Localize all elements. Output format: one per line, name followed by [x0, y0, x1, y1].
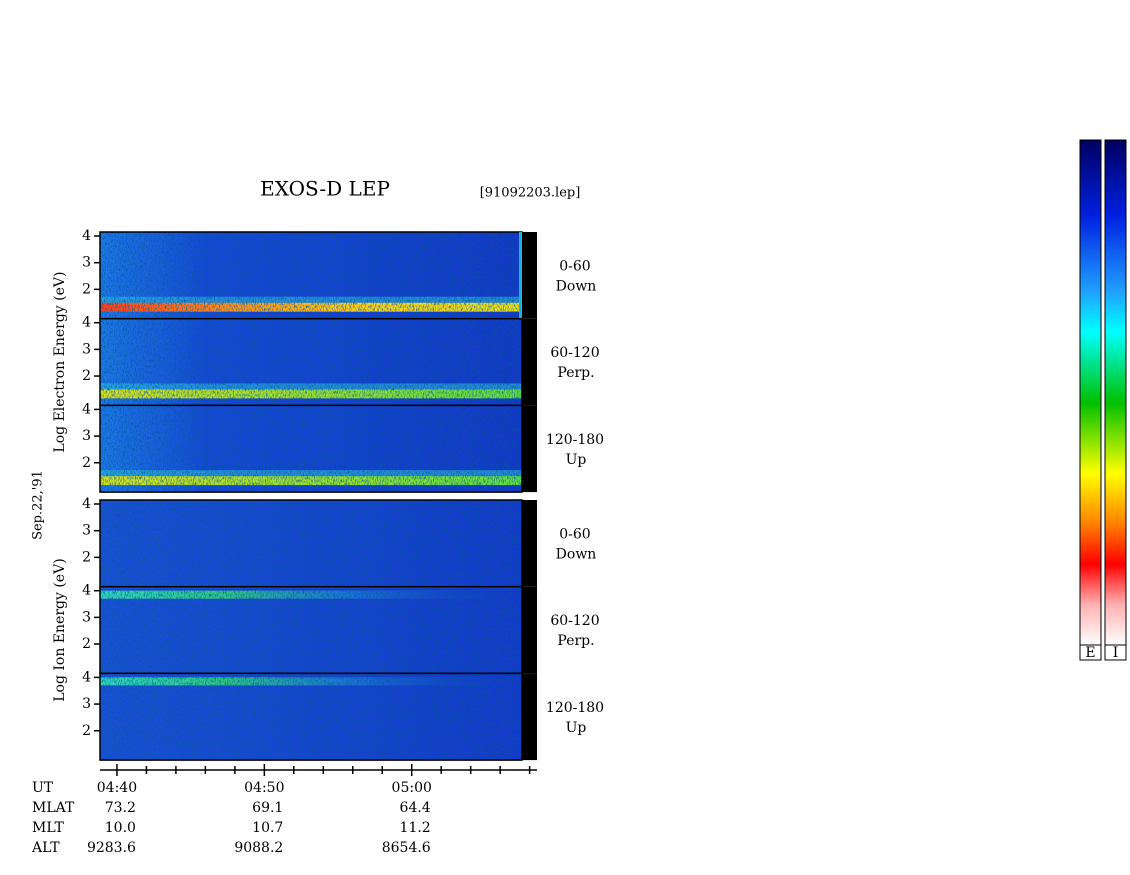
file-label: [91092203.lep] [480, 186, 581, 201]
pitch-direction: Perp. [557, 633, 594, 649]
y-tick-label: 3 [82, 696, 91, 712]
y-tick-label: 3 [82, 255, 91, 271]
edge-line [519, 232, 522, 319]
pitch-direction: Perp. [557, 365, 594, 381]
y-tick-label: 3 [82, 341, 91, 357]
pitch-direction: Down [556, 278, 597, 294]
panel-noise [100, 500, 522, 587]
pitch-direction: Down [556, 546, 597, 562]
pitch-angle: 0-60 [559, 526, 590, 542]
no-data-strip [522, 405, 537, 493]
table-cell: 8654.6 [382, 840, 431, 856]
row-label: MLT [32, 820, 64, 836]
y-tick-label: 4 [82, 315, 91, 331]
pitch-angle: 120-180 [546, 432, 604, 448]
group-label: Log Ion Energy (eV) [52, 558, 68, 701]
row-label: UT [32, 780, 54, 796]
y-tick-label: 4 [82, 583, 91, 599]
panel-noise [100, 232, 522, 319]
y-tick-label: 4 [82, 669, 91, 685]
y-tick-label: 4 [82, 496, 91, 512]
y-tick-label: 2 [82, 636, 91, 652]
x-tick-label: 05:00 [392, 780, 432, 796]
x-tick-label: 04:50 [244, 780, 284, 796]
pitch-angle: 60-120 [550, 345, 599, 361]
panel-noise [100, 586, 522, 674]
colorbar-box [1104, 644, 1127, 661]
y-tick-label: 4 [82, 401, 91, 417]
no-data-strip [522, 586, 537, 674]
y-tick-label: 3 [82, 523, 91, 539]
pitch-angle: 0-60 [559, 258, 590, 274]
table-cell: 9088.2 [234, 840, 283, 856]
colorbar [1079, 139, 1102, 646]
row-label: MLAT [32, 800, 75, 816]
group-label: Log Electron Energy (eV) [52, 272, 68, 453]
table-cell: 10.7 [252, 820, 283, 836]
y-tick-label: 2 [82, 723, 91, 739]
colorbar [1104, 139, 1127, 646]
pitch-direction: Up [566, 720, 587, 736]
table-cell: 9283.6 [87, 840, 136, 856]
pitch-angle: 120-180 [546, 700, 604, 716]
table-cell: 73.2 [105, 800, 136, 816]
table-cell: 10.0 [105, 820, 136, 836]
y-tick-label: 2 [82, 281, 91, 297]
table-cell: 69.1 [252, 800, 283, 816]
panel-noise [100, 673, 522, 761]
table-cell: 11.2 [400, 820, 431, 836]
panel-noise [100, 318, 522, 406]
y-tick-label: 2 [82, 368, 91, 384]
pitch-direction: Up [566, 452, 587, 468]
table-cell: 64.4 [400, 800, 431, 816]
chart-title: EXOS-D LEP [260, 177, 390, 201]
pitch-angle: 60-120 [550, 613, 599, 629]
y-tick-label: 3 [82, 609, 91, 625]
date-label: Sep.22,'91 [31, 470, 46, 540]
no-data-strip [522, 673, 537, 761]
no-data-strip [522, 318, 537, 406]
x-tick-label: 04:40 [97, 780, 137, 796]
y-tick-label: 2 [82, 455, 91, 471]
y-tick-label: 2 [82, 549, 91, 565]
panel-noise [100, 405, 522, 493]
colorbar-label: E [1085, 645, 1095, 661]
row-label: ALT [31, 840, 60, 856]
no-data-strip [522, 232, 537, 319]
colorbars: E I [1079, 139, 1127, 661]
y-tick-label: 3 [82, 428, 91, 444]
colorbar-label: I [1113, 645, 1119, 661]
no-data-strip [522, 500, 537, 587]
y-tick-label: 4 [82, 228, 91, 244]
colorbar-box [1079, 644, 1102, 661]
